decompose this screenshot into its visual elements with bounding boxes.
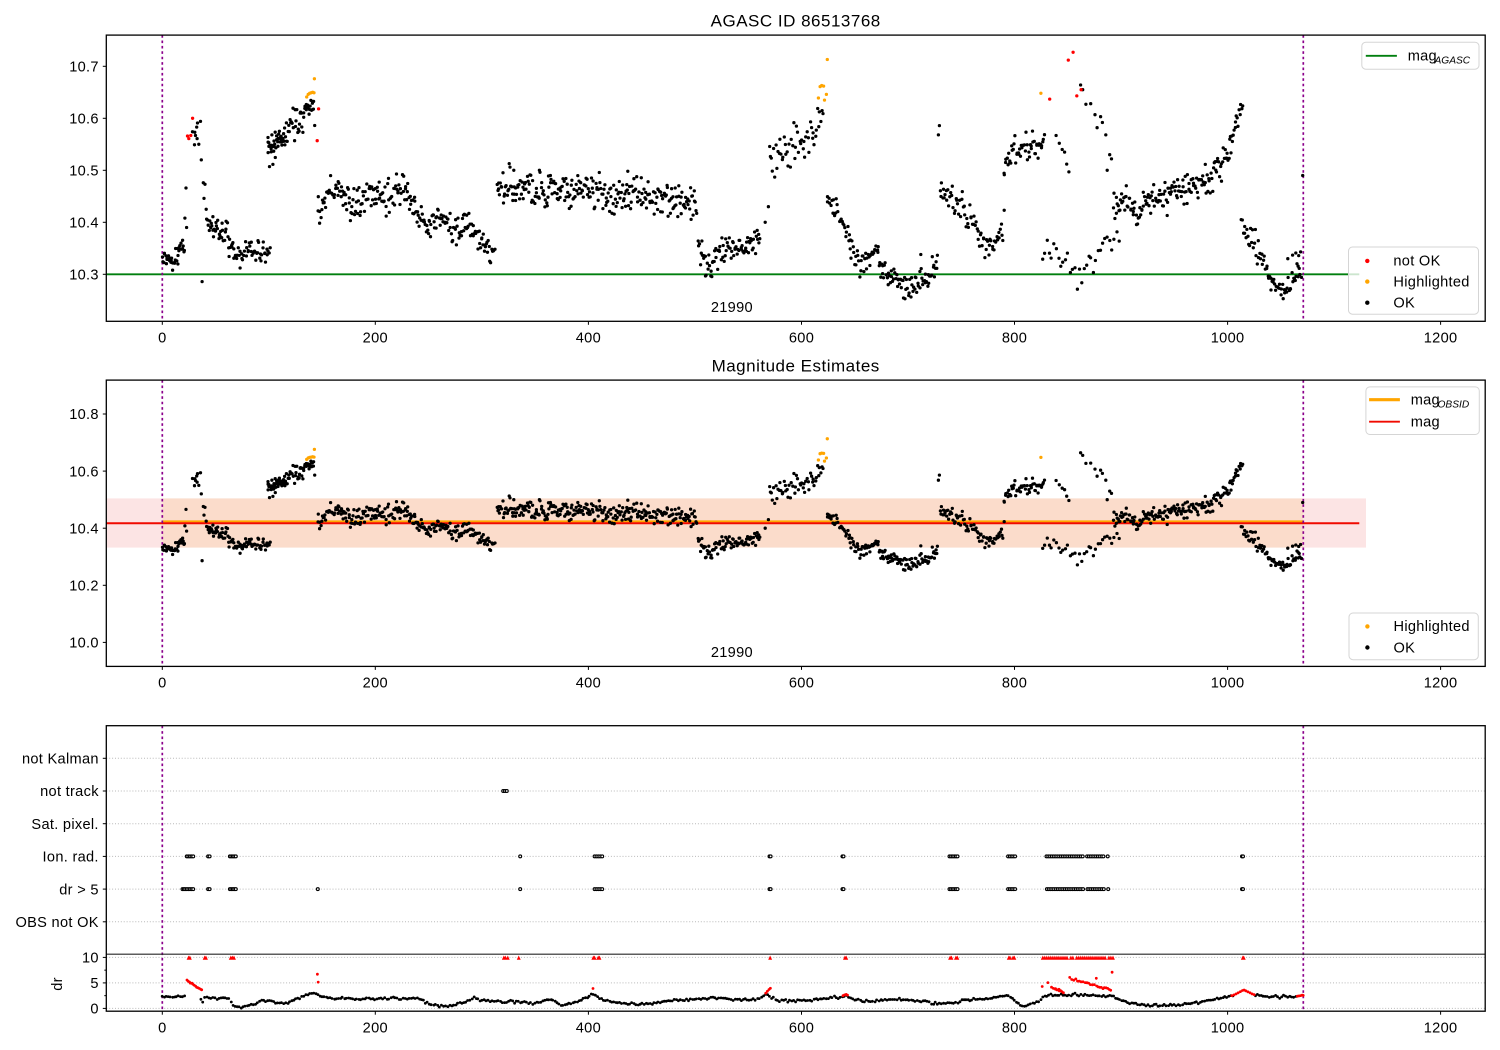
svg-text:not track: not track <box>40 784 99 800</box>
svg-text:OK: OK <box>1393 296 1415 312</box>
svg-text:400: 400 <box>576 676 601 692</box>
svg-text:10.6: 10.6 <box>69 464 99 480</box>
svg-text:AGASC: AGASC <box>1434 56 1471 67</box>
svg-text:Magnitude Estimates: Magnitude Estimates <box>712 357 880 376</box>
svg-text:Sat. pixel.: Sat. pixel. <box>31 817 98 833</box>
svg-text:600: 600 <box>789 676 814 692</box>
svg-text:mag: mag <box>1411 415 1440 431</box>
svg-text:10.8: 10.8 <box>69 407 99 423</box>
svg-text:1000: 1000 <box>1211 676 1245 692</box>
svg-text:0: 0 <box>158 330 166 346</box>
svg-text:200: 200 <box>363 330 388 346</box>
svg-text:dr > 5: dr > 5 <box>59 882 99 898</box>
svg-text:400: 400 <box>576 1020 601 1036</box>
svg-text:dr: dr <box>50 977 66 991</box>
svg-text:800: 800 <box>1002 676 1027 692</box>
svg-text:OK: OK <box>1394 640 1416 656</box>
svg-text:10.0: 10.0 <box>69 636 99 652</box>
svg-text:10.7: 10.7 <box>69 60 99 76</box>
svg-text:Highlighted: Highlighted <box>1394 619 1470 635</box>
svg-text:Highlighted: Highlighted <box>1393 274 1469 290</box>
svg-text:not OK: not OK <box>1393 254 1440 270</box>
svg-text:mag: mag <box>1408 49 1437 65</box>
svg-text:1200: 1200 <box>1424 1020 1458 1036</box>
svg-text:400: 400 <box>576 330 601 346</box>
svg-text:1200: 1200 <box>1424 676 1458 692</box>
svg-text:5: 5 <box>90 976 98 992</box>
svg-text:10.3: 10.3 <box>69 268 99 284</box>
svg-text:not Kalman: not Kalman <box>22 752 99 768</box>
svg-text:10.5: 10.5 <box>69 164 99 180</box>
svg-text:10.6: 10.6 <box>69 112 99 128</box>
svg-text:200: 200 <box>363 1020 388 1036</box>
svg-text:21990: 21990 <box>711 300 753 316</box>
svg-text:AGASC ID 86513768: AGASC ID 86513768 <box>711 12 881 31</box>
svg-text:OBS not OK: OBS not OK <box>15 915 98 931</box>
svg-text:0: 0 <box>90 1002 98 1018</box>
svg-text:1000: 1000 <box>1211 1020 1245 1036</box>
svg-text:mag: mag <box>1411 393 1440 409</box>
svg-text:600: 600 <box>789 1020 814 1036</box>
svg-text:OBSID: OBSID <box>1438 400 1470 411</box>
svg-text:21990: 21990 <box>711 645 753 661</box>
svg-text:10.4: 10.4 <box>69 521 99 537</box>
svg-text:0: 0 <box>158 1020 166 1036</box>
svg-text:10.2: 10.2 <box>69 579 99 595</box>
svg-text:600: 600 <box>789 330 814 346</box>
svg-text:800: 800 <box>1002 1020 1027 1036</box>
svg-text:Ion. rad.: Ion. rad. <box>43 850 99 866</box>
svg-text:200: 200 <box>363 676 388 692</box>
svg-text:0: 0 <box>158 676 166 692</box>
svg-text:1000: 1000 <box>1211 330 1245 346</box>
svg-text:10.4: 10.4 <box>69 216 99 232</box>
svg-text:1200: 1200 <box>1424 330 1458 346</box>
svg-text:10: 10 <box>82 951 99 967</box>
svg-text:800: 800 <box>1002 330 1027 346</box>
